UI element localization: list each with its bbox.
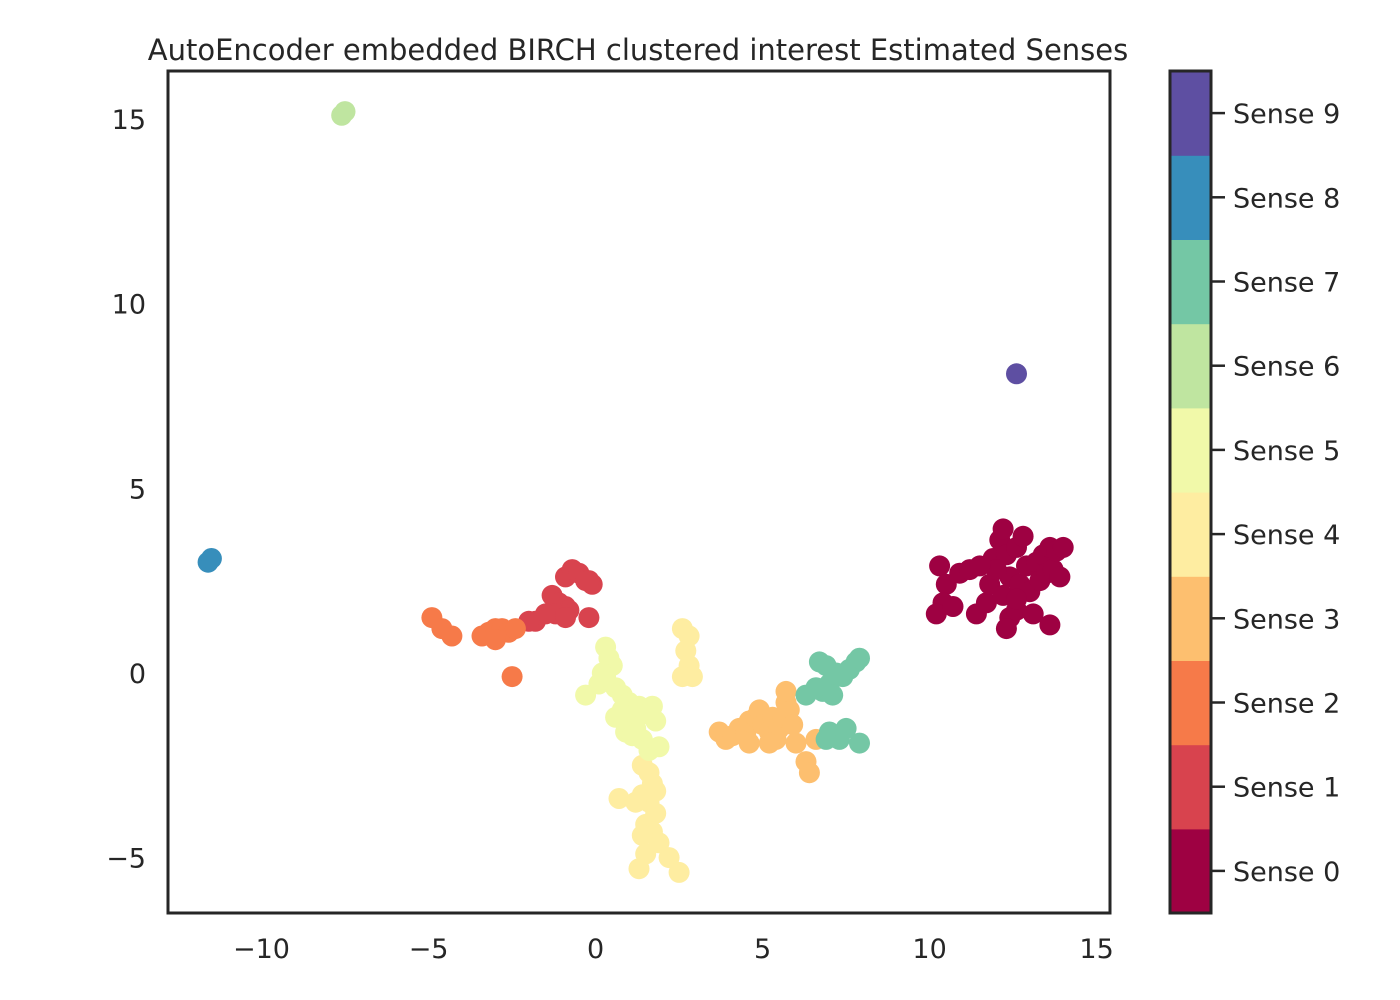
scatter-point-sense-7-10: [795, 684, 817, 706]
scatter-point-sense-0-12: [992, 518, 1014, 540]
colorbar-label-sense-4: Sense 4: [1233, 520, 1340, 551]
y-tick-label: 5: [129, 474, 146, 505]
y-tick-label: 0: [129, 659, 146, 690]
scatter-point-sense-0-24: [1022, 603, 1044, 625]
colorbar-segment-sense-5: [1170, 407, 1211, 493]
colorbar-label-sense-9: Sense 9: [1233, 99, 1340, 130]
chart-title: AutoEncoder embedded BIRCH clustered int…: [148, 33, 1129, 67]
scatter-point-sense-1-15: [578, 607, 600, 629]
scatter-point-sense-3-20: [798, 762, 820, 784]
colorbar-segment-sense-2: [1170, 660, 1211, 746]
x-tick-label: −10: [233, 934, 290, 965]
scatter-point-sense-2-8: [504, 618, 526, 640]
colorbar-label-sense-1: Sense 1: [1233, 773, 1340, 804]
scatter-point-sense-5-22: [605, 706, 627, 728]
colorbar-label-sense-0: Sense 0: [1233, 857, 1340, 888]
colorbar-label-sense-3: Sense 3: [1233, 604, 1340, 635]
x-tick-label: 15: [1079, 934, 1113, 965]
scatter-point-sense-0-32: [1049, 566, 1071, 588]
scatter-point-sense-5-18: [648, 736, 670, 758]
scatter-point-sense-0-36: [969, 555, 991, 577]
colorbar-label-sense-8: Sense 8: [1233, 183, 1340, 214]
scatter-point-sense-3-18: [785, 732, 807, 754]
scatter-point-sense-0-3: [925, 603, 947, 625]
scatter-point-sense-0-8: [975, 592, 997, 614]
plot-frame: [166, 69, 1112, 915]
scatter-point-sense-0-4: [942, 596, 964, 617]
x-tick-label: 5: [754, 934, 771, 965]
x-tick-label: −5: [409, 934, 449, 965]
colorbar-segment-sense-3: [1170, 576, 1211, 661]
scatter-point-sense-4-12: [668, 861, 690, 883]
colorbar-label-sense-5: Sense 5: [1233, 436, 1340, 467]
scatter-point-sense-0-17: [995, 618, 1017, 640]
scatter-point-sense-3-23: [738, 732, 760, 754]
colorbar-segment-sense-0: [1170, 828, 1211, 914]
scatter-point-sense-4-21: [681, 666, 703, 688]
scatter-point-sense-0-35: [985, 559, 1007, 581]
colorbar-segment-sense-9: [1170, 71, 1211, 156]
scatter-point-sense-7-6: [849, 647, 870, 669]
colorbar: Sense 0 Sense 1 Sense 2 Sense 3 Sense 4 Sense…: [1168, 69, 1340, 915]
scatter-point-sense-7-11: [822, 684, 844, 706]
scatter-point-sense-0-21: [1012, 525, 1034, 547]
colorbar-segment-sense-1: [1170, 744, 1211, 830]
scatter-point-sense-0-37: [1006, 588, 1027, 610]
colorbar-segment-sense-8: [1170, 155, 1211, 240]
scatter-point-sense-5-21: [575, 684, 597, 706]
scatter-point-sense-4-15: [645, 780, 667, 802]
colorbar-segment-sense-7: [1170, 239, 1211, 325]
x-axis: −10 −5 0 5 10 15: [233, 934, 1114, 965]
scatter-point-sense-3-22: [758, 732, 780, 754]
scatter-point-sense-4-11: [658, 847, 680, 869]
colorbar-label-sense-2: Sense 2: [1233, 689, 1340, 720]
y-tick-label: −5: [106, 844, 146, 875]
scatter-point-sense-3-17: [775, 680, 797, 702]
scatter-point-sense-7-17: [815, 728, 837, 750]
scatter-point-sense-9-0: [1006, 363, 1027, 385]
colorbar-segment-sense-6: [1170, 323, 1211, 409]
colorbar-frame: [1168, 69, 1213, 915]
y-tick-label: 10: [112, 290, 146, 321]
scatter-point-sense-4-22: [631, 824, 653, 846]
scatter-point-sense-5-20: [595, 666, 617, 688]
scatter-point-sense-1-5: [578, 570, 600, 592]
scatter-point-sense-0-33: [1052, 536, 1074, 558]
colorbar-label-sense-6: Sense 6: [1233, 352, 1340, 383]
scatter-point-sense-0-34: [1039, 614, 1061, 636]
scatter-point-sense-3-16: [782, 714, 804, 736]
y-tick-label: 15: [112, 105, 146, 136]
x-tick-label: 0: [587, 934, 604, 965]
scatter-point-sense-4-13: [608, 788, 630, 809]
scatter-point-sense-2-10: [501, 666, 523, 688]
scatter-point-sense-2-9: [484, 629, 506, 651]
scatter-point-sense-4-10: [628, 858, 650, 880]
scatter-point-sense-1-16: [555, 607, 576, 629]
points-layer: [197, 101, 1074, 883]
y-axis: −5 0 5 10 15: [106, 105, 146, 875]
scatter-point-sense-5-13: [645, 710, 667, 732]
scatter-point-sense-6-1: [334, 101, 356, 123]
x-tick-label: 10: [912, 934, 946, 965]
colorbar-segment-sense-4: [1170, 492, 1211, 577]
scatter-point-sense-0-0: [929, 555, 951, 577]
scatter-point-sense-8-1: [200, 548, 222, 569]
scatter-point-sense-5-19: [621, 725, 643, 747]
scatter-point-sense-4-14: [625, 791, 647, 813]
scatter-point-sense-7-15: [849, 732, 870, 754]
colorbar-label-sense-7: Sense 7: [1233, 268, 1340, 299]
scatter-point-sense-2-2: [441, 625, 463, 647]
